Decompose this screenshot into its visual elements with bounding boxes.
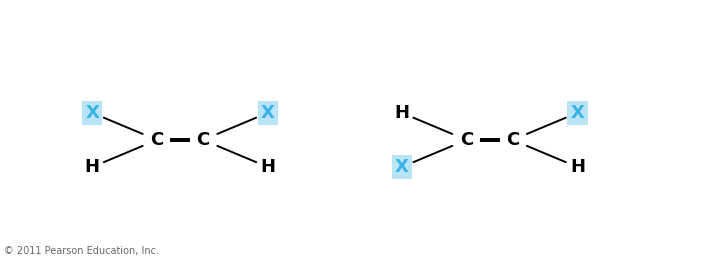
Text: H: H [395,104,409,122]
Text: C: C [460,131,473,149]
Text: X: X [395,158,409,176]
Text: H: H [570,158,585,176]
Text: C: C [197,131,210,149]
Text: © 2011 Pearson Education, Inc.: © 2011 Pearson Education, Inc. [4,246,158,256]
Text: C: C [506,131,519,149]
Text: X: X [570,104,585,122]
Text: H: H [261,158,275,176]
Text: C: C [150,131,163,149]
Text: X: X [85,104,99,122]
Text: X: X [261,104,275,122]
Text: H: H [85,158,99,176]
